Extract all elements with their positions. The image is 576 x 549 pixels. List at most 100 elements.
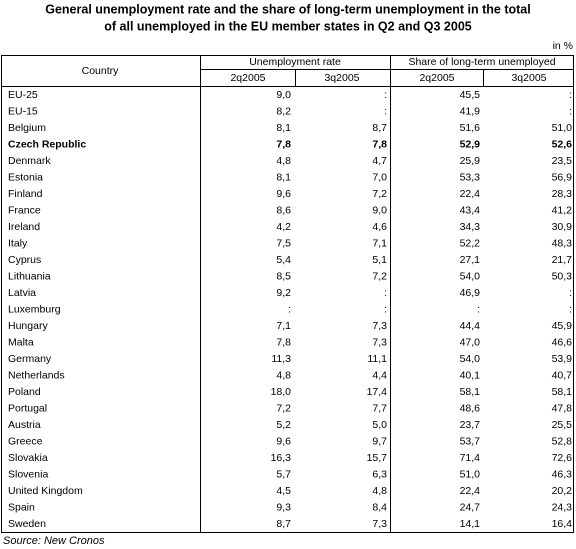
- value-cell: 17,4: [367, 386, 388, 398]
- value-cell: 4,2: [276, 221, 291, 233]
- value-cell: 40,1: [460, 369, 481, 381]
- value-cell: 44,4: [460, 320, 481, 332]
- header-period: 3q2005: [324, 72, 359, 84]
- header-country: Country: [82, 65, 120, 77]
- country-cell: Portugal: [8, 402, 47, 414]
- value-cell: :: [384, 303, 387, 315]
- value-cell: 8,5: [276, 270, 291, 282]
- value-cell: :: [569, 89, 572, 101]
- value-cell: 9,2: [276, 287, 291, 299]
- value-cell: 18,0: [271, 386, 292, 398]
- value-cell: 45,5: [460, 89, 481, 101]
- value-cell: 50,3: [552, 270, 573, 282]
- country-cell: Belgium: [8, 122, 46, 134]
- value-cell: 7,2: [276, 402, 291, 414]
- value-cell: 56,9: [552, 171, 573, 183]
- country-cell: Estonia: [8, 171, 43, 183]
- value-cell: 5,0: [372, 419, 387, 431]
- value-cell: 22,4: [460, 485, 481, 497]
- value-cell: 8,4: [372, 501, 387, 513]
- value-cell: 7,8: [372, 138, 387, 150]
- country-cell: Finland: [8, 188, 43, 200]
- value-cell: 41,9: [460, 105, 481, 117]
- value-cell: 43,4: [460, 204, 481, 216]
- value-cell: 48,6: [460, 402, 481, 414]
- table-border: [1, 55, 574, 533]
- value-cell: 11,1: [367, 353, 387, 365]
- value-cell: 52,6: [552, 138, 573, 150]
- value-cell: 28,3: [552, 188, 573, 200]
- value-cell: 5,7: [276, 468, 291, 480]
- value-cell: 16,4: [552, 518, 573, 530]
- value-cell: 9,6: [276, 188, 291, 200]
- country-cell: Lithuania: [8, 270, 51, 282]
- value-cell: :: [288, 303, 291, 315]
- value-cell: 52,9: [460, 138, 481, 150]
- value-cell: 54,0: [460, 353, 481, 365]
- country-cell: Czech Republic: [8, 138, 86, 150]
- value-cell: 7,1: [276, 320, 291, 332]
- value-cell: 5,1: [372, 254, 387, 266]
- value-cell: 7,3: [372, 336, 387, 348]
- value-cell: 58,1: [460, 386, 481, 398]
- value-cell: 7,2: [372, 270, 387, 282]
- value-cell: 9,6: [276, 435, 291, 447]
- value-cell: 23,5: [552, 155, 573, 167]
- country-cell: Latvia: [8, 287, 36, 299]
- value-cell: 15,7: [367, 452, 388, 464]
- value-cell: 24,7: [460, 501, 481, 513]
- value-cell: 52,2: [460, 237, 481, 249]
- country-cell: Hungary: [8, 320, 48, 332]
- value-cell: 4,8: [372, 485, 387, 497]
- value-cell: 71,4: [460, 452, 481, 464]
- country-cell: Ireland: [8, 221, 40, 233]
- value-cell: 25,9: [460, 155, 481, 167]
- value-cell: 7,5: [276, 237, 291, 249]
- source: Source: New Cronos: [3, 535, 105, 547]
- value-cell: :: [477, 303, 480, 315]
- value-cell: 9,3: [276, 501, 291, 513]
- value-cell: 72,6: [552, 452, 573, 464]
- country-cell: Spain: [8, 501, 35, 513]
- value-cell: :: [569, 303, 572, 315]
- value-cell: 25,5: [552, 419, 573, 431]
- value-cell: :: [384, 105, 387, 117]
- value-cell: 9,0: [372, 204, 387, 216]
- value-cell: 8,7: [372, 122, 387, 134]
- value-cell: 27,1: [460, 254, 481, 266]
- value-cell: 53,3: [460, 171, 481, 183]
- country-cell: EU-25: [8, 89, 38, 101]
- value-cell: 41,2: [552, 204, 573, 216]
- value-cell: 11,3: [271, 353, 291, 365]
- header-period: 2q2005: [419, 72, 454, 84]
- header-period: 2q2005: [230, 72, 265, 84]
- value-cell: 4,7: [372, 155, 387, 167]
- value-cell: :: [384, 89, 387, 101]
- value-cell: 4,8: [276, 369, 291, 381]
- value-cell: 51,6: [460, 122, 481, 134]
- value-cell: 4,6: [372, 221, 387, 233]
- value-cell: 4,5: [276, 485, 291, 497]
- value-cell: 40,7: [552, 369, 573, 381]
- value-cell: :: [569, 105, 572, 117]
- value-cell: 48,3: [552, 237, 573, 249]
- value-cell: 51,0: [460, 468, 481, 480]
- value-cell: :: [569, 287, 572, 299]
- country-cell: Austria: [8, 419, 41, 431]
- country-cell: Germany: [8, 353, 52, 365]
- value-cell: 8,6: [276, 204, 291, 216]
- header-group: Share of long-term unemployed: [408, 56, 555, 68]
- value-cell: 7,0: [372, 171, 387, 183]
- value-cell: 22,4: [460, 188, 481, 200]
- value-cell: 8,7: [276, 518, 291, 530]
- value-cell: 45,9: [552, 320, 573, 332]
- value-cell: 7,3: [372, 320, 387, 332]
- value-cell: 7,3: [372, 518, 387, 530]
- country-cell: Malta: [8, 336, 34, 348]
- value-cell: 7,7: [372, 402, 387, 414]
- country-cell: Italy: [8, 237, 28, 249]
- value-cell: 7,8: [276, 336, 291, 348]
- value-cell: 9,7: [372, 435, 387, 447]
- value-cell: 8,1: [276, 171, 291, 183]
- country-cell: United Kingdom: [8, 485, 83, 497]
